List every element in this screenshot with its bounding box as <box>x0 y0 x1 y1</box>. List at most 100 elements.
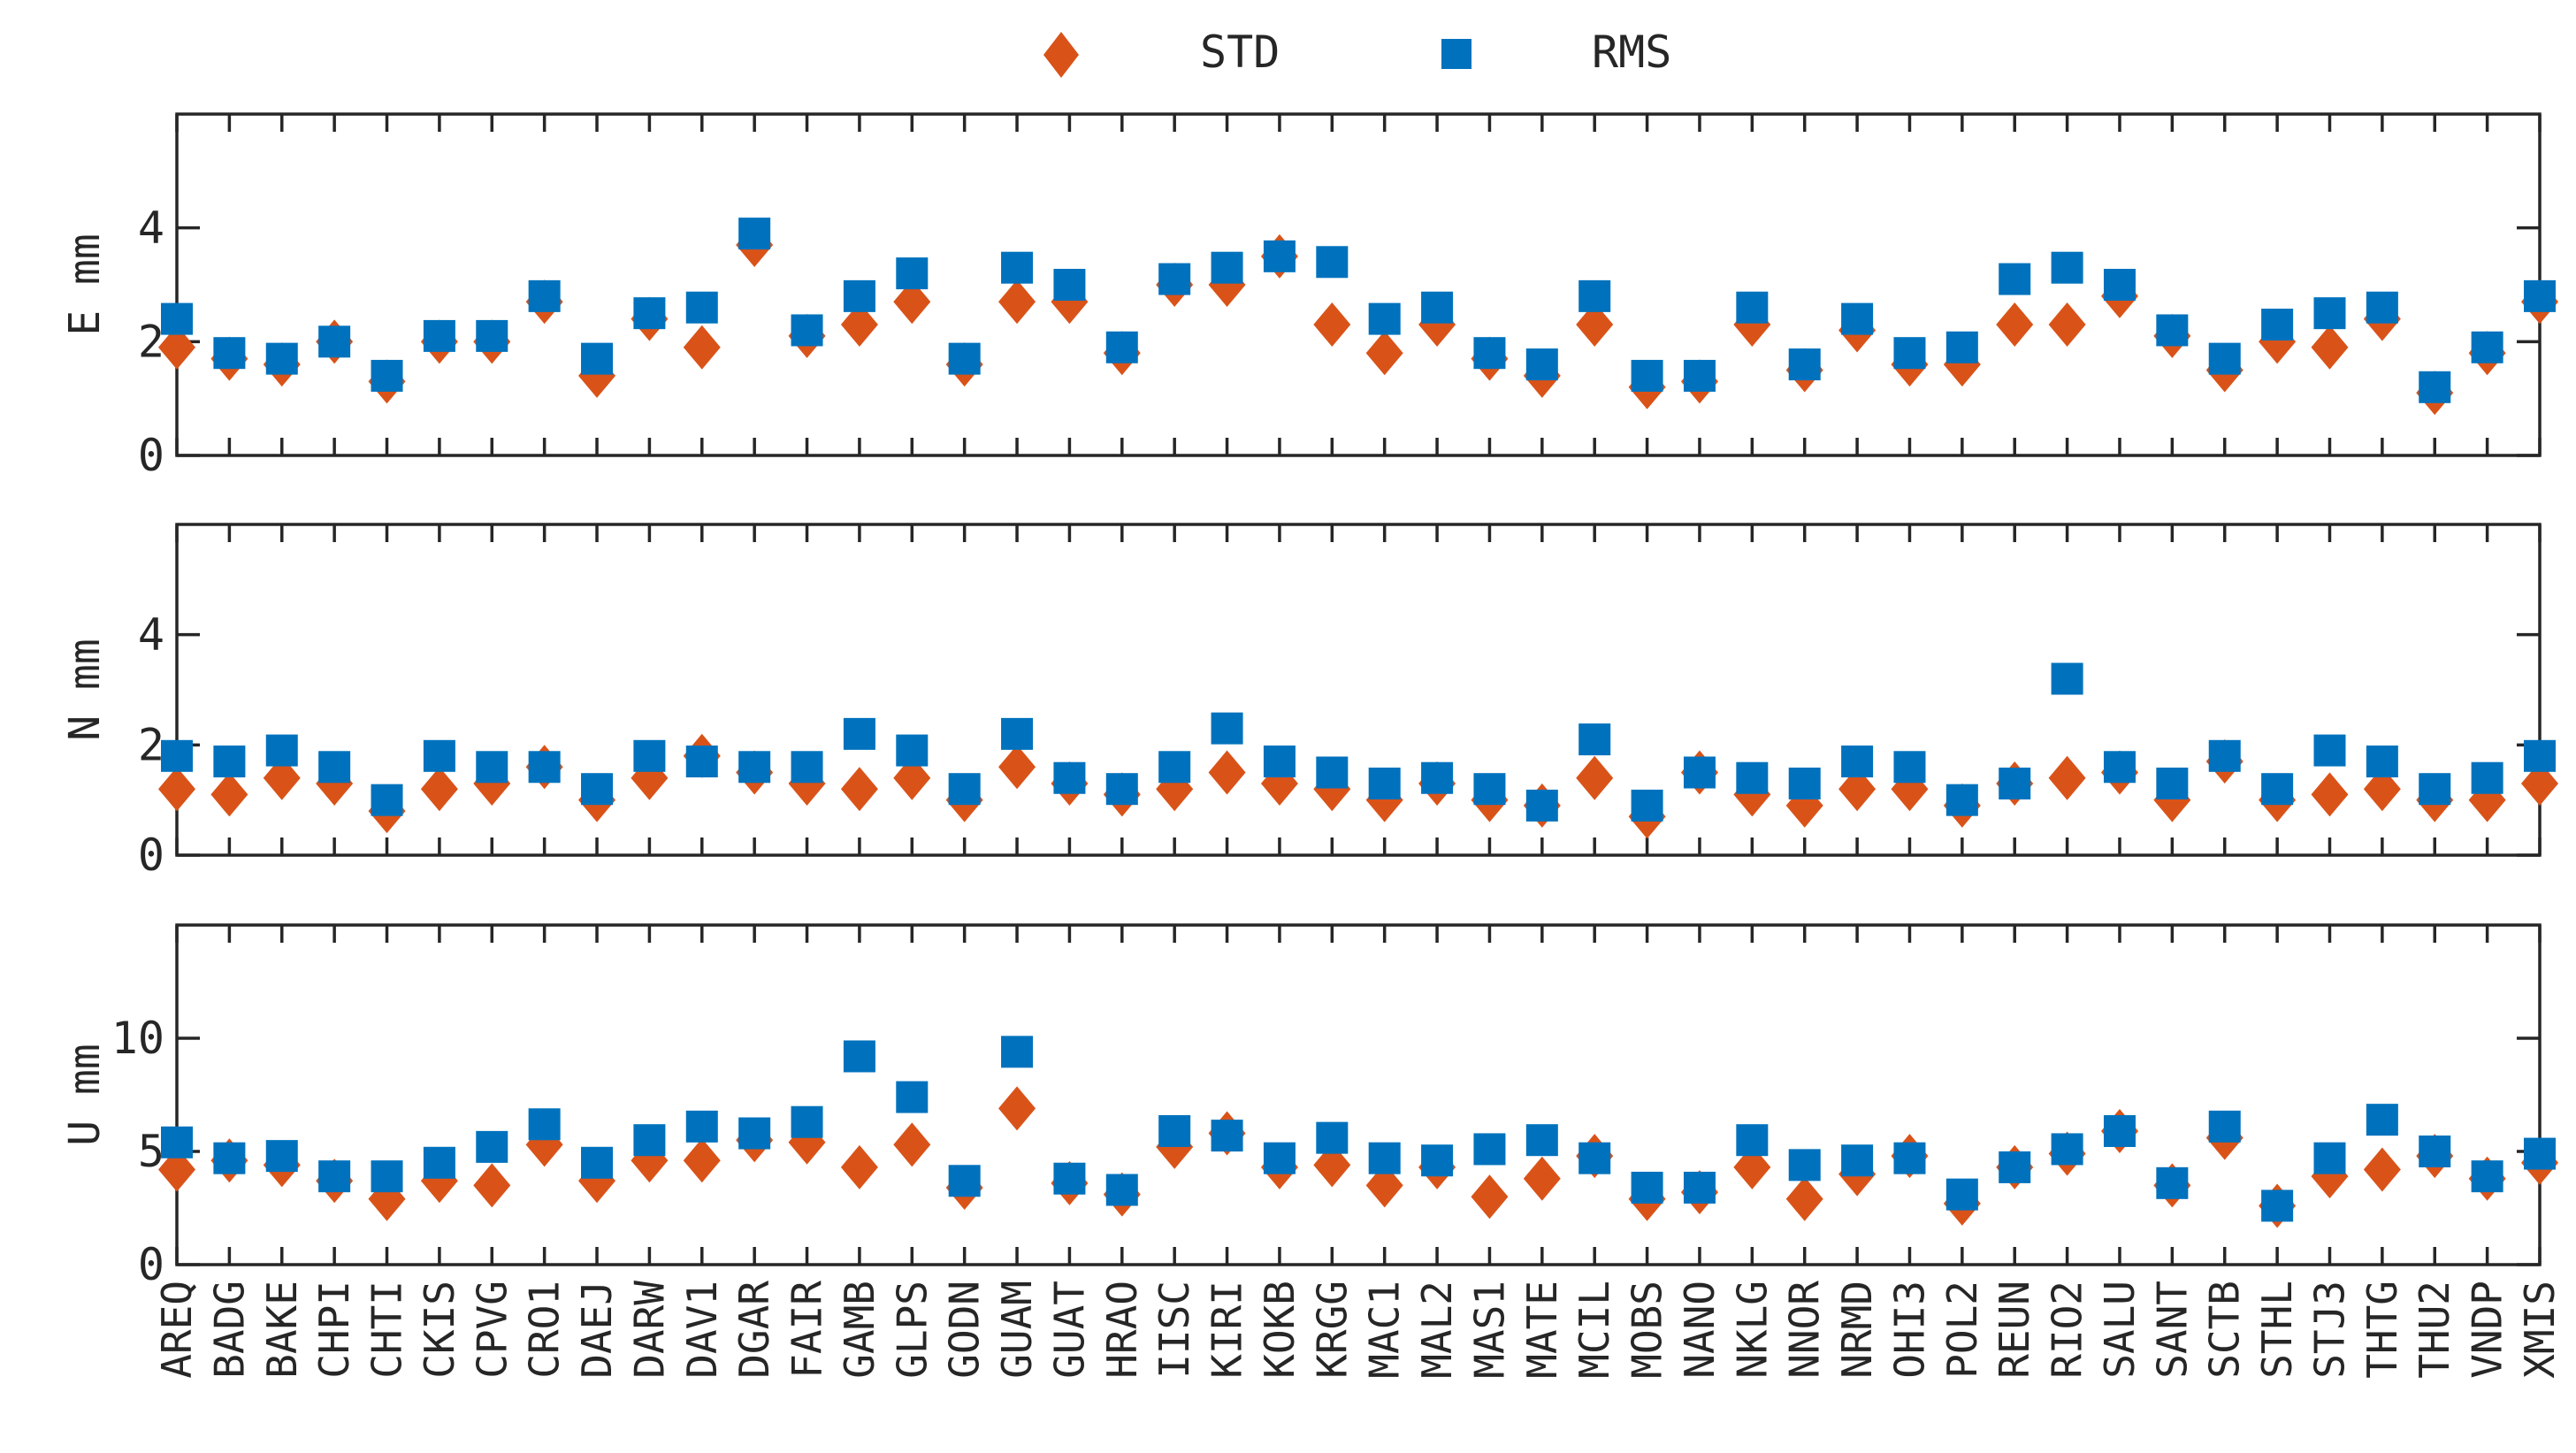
y-tick-label: 4 <box>138 609 164 661</box>
rms-point <box>2051 1133 2083 1166</box>
rms-point <box>1263 746 1296 778</box>
rms-point <box>476 319 508 352</box>
std-point <box>1996 302 2034 348</box>
rms-point <box>948 1165 981 1197</box>
station-label: CRO1 <box>521 1281 569 1379</box>
std-point <box>1785 1176 1823 1221</box>
rms-point <box>791 314 823 347</box>
station-label: CHPI <box>310 1281 358 1379</box>
station-label: GODN <box>941 1281 989 1379</box>
rms-point <box>1053 1162 1086 1195</box>
rms-point <box>2051 251 2083 284</box>
rms-point <box>633 297 666 330</box>
station-labels: AREQ BADG BAKE CHPI CHTI CKIS CPVG CRO1 DAEJ DARW… <box>153 1281 2564 1379</box>
station-label: VNDP <box>2464 1281 2511 1379</box>
y-tick-label: 0 <box>138 1239 164 1290</box>
rms-point <box>1999 767 2031 799</box>
rms-point <box>1211 712 1243 745</box>
rms-point <box>1525 789 1558 822</box>
rms-point <box>2156 1166 2189 1199</box>
station-label: BAKE <box>258 1281 306 1379</box>
rms-point <box>1105 331 1138 363</box>
rms-point <box>843 1040 875 1073</box>
std-point <box>998 1086 1036 1131</box>
rms-point <box>1053 269 1086 301</box>
std-point <box>840 1144 878 1189</box>
legend: STD RMS <box>1043 27 1671 78</box>
panel-e: 0 2 4 E mm <box>60 112 2558 481</box>
rms-point <box>1316 756 1349 789</box>
station-label: MAS1 <box>1465 1281 1513 1379</box>
std-point <box>1576 755 1614 800</box>
std-point <box>683 1138 721 1183</box>
station-label: HRAO <box>1098 1281 1146 1379</box>
rms-point <box>528 1108 561 1141</box>
station-label: THTG <box>2358 1281 2406 1379</box>
rms-point <box>2524 1137 2556 1170</box>
rms-point <box>738 218 771 250</box>
rms-point <box>2261 773 2294 806</box>
legend-rms-marker <box>1441 39 1471 69</box>
rms-point <box>161 1126 193 1159</box>
std-point <box>2048 302 2086 348</box>
rms-point <box>2103 1114 2136 1147</box>
rms-point <box>2208 739 2241 772</box>
rms-point <box>1263 240 1296 272</box>
rms-point <box>1736 291 1769 324</box>
rms-point <box>1841 302 1874 335</box>
y-tick-label: 4 <box>138 203 164 254</box>
rms-point <box>423 319 455 352</box>
rms-point <box>1105 773 1138 806</box>
station-label: BADG <box>205 1281 253 1379</box>
rms-point <box>371 1160 403 1193</box>
rms-point <box>423 1146 455 1179</box>
rms-point <box>2313 1142 2346 1174</box>
rms-point <box>1578 279 1611 312</box>
std-point <box>2363 767 2401 812</box>
rms-point <box>1473 1133 1506 1166</box>
rms-point <box>1525 1124 1558 1157</box>
rms-point <box>1001 1036 1034 1068</box>
std-point <box>840 767 878 812</box>
station-label: REUN <box>1991 1281 2038 1379</box>
rms-point <box>2103 751 2136 784</box>
station-label: DAV1 <box>678 1281 726 1379</box>
std-point <box>1471 1174 1509 1220</box>
y-axis-label: E mm <box>60 233 110 336</box>
rms-point <box>2208 1110 2241 1143</box>
rms-point <box>265 1140 298 1173</box>
std-point <box>1208 750 1246 795</box>
std-point <box>1576 302 1614 348</box>
rms-point <box>1999 1151 2031 1183</box>
rms-point <box>161 739 193 772</box>
rms-point <box>633 1124 666 1157</box>
rms-point <box>1368 767 1401 799</box>
rms-point <box>528 279 561 312</box>
rms-point <box>948 773 981 806</box>
std-point <box>998 279 1036 325</box>
std-point <box>2048 755 2086 800</box>
rms-point <box>2366 1104 2398 1136</box>
legend-rms-label: RMS <box>1592 27 1671 78</box>
station-label: XMIS <box>2516 1281 2564 1379</box>
station-label: MOBS <box>1624 1281 1671 1379</box>
rms-point <box>318 1160 351 1193</box>
rms-point <box>2051 662 2083 695</box>
rms-point <box>2156 767 2189 799</box>
station-label: DAEJ <box>573 1281 621 1379</box>
rms-point <box>423 739 455 772</box>
rms-point <box>1053 761 1086 794</box>
rms-point <box>791 1105 823 1138</box>
rms-point <box>1736 761 1769 794</box>
std-point <box>893 1122 931 1167</box>
station-label: GUAM <box>993 1281 1041 1379</box>
rms-point <box>685 291 718 324</box>
rms-point <box>2524 739 2556 772</box>
rms-point <box>581 342 614 375</box>
station-label: FAIR <box>784 1281 831 1379</box>
station-label: GLPS <box>888 1281 936 1379</box>
rms-point <box>738 751 771 784</box>
rms-point <box>843 717 875 750</box>
station-label: KOKB <box>1256 1281 1303 1379</box>
rms-point <box>738 1117 771 1150</box>
